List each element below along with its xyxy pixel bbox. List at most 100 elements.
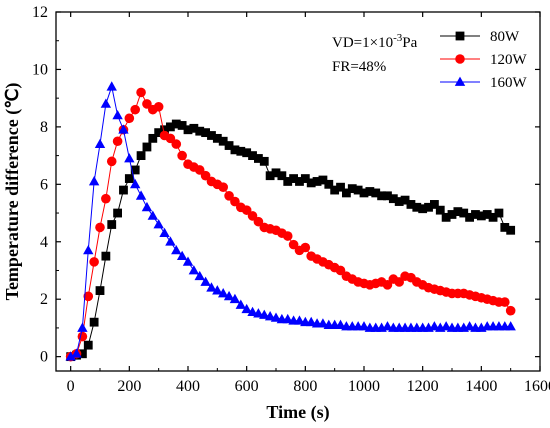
y-tick-label: 6 bbox=[40, 176, 48, 193]
data-point bbox=[259, 309, 270, 319]
y-tick-label: 0 bbox=[40, 349, 48, 366]
data-point bbox=[465, 212, 474, 222]
data-point bbox=[183, 125, 193, 135]
data-point bbox=[235, 299, 246, 309]
data-point bbox=[418, 204, 428, 214]
data-point bbox=[300, 174, 310, 183]
data-point bbox=[359, 188, 369, 198]
data-point bbox=[119, 185, 128, 195]
data-point bbox=[441, 212, 451, 222]
data-point bbox=[254, 154, 263, 163]
data-point bbox=[224, 141, 234, 150]
data-point bbox=[124, 113, 135, 124]
data-point bbox=[101, 193, 111, 204]
data-point bbox=[358, 321, 370, 331]
data-point bbox=[270, 312, 282, 322]
data-point bbox=[95, 222, 105, 233]
data-point bbox=[505, 305, 516, 316]
data-point bbox=[424, 202, 433, 212]
data-point bbox=[177, 150, 187, 161]
data-point bbox=[365, 187, 375, 196]
data-point bbox=[248, 151, 257, 160]
data-point bbox=[388, 194, 398, 204]
data-point bbox=[195, 126, 205, 136]
x-tick-label: 1000 bbox=[348, 378, 380, 395]
data-point bbox=[171, 139, 182, 149]
data-point bbox=[259, 156, 269, 166]
y-tick-label: 2 bbox=[40, 291, 48, 308]
data-point bbox=[482, 210, 492, 219]
x-tick-label: 400 bbox=[176, 378, 200, 395]
data-point bbox=[471, 210, 480, 219]
data-point bbox=[459, 208, 469, 218]
data-point bbox=[142, 99, 152, 109]
data-point bbox=[230, 145, 240, 155]
data-point bbox=[318, 175, 328, 185]
series-120W bbox=[65, 87, 516, 362]
data-point bbox=[253, 216, 264, 227]
data-point bbox=[212, 285, 223, 295]
data-point bbox=[505, 321, 516, 331]
annotation-vacuum-degree: VD=1×10-3Pa bbox=[332, 32, 418, 51]
data-point bbox=[207, 131, 216, 140]
data-point bbox=[200, 170, 211, 181]
data-point bbox=[136, 151, 146, 160]
data-point bbox=[212, 133, 222, 143]
data-point bbox=[300, 242, 311, 253]
data-point bbox=[124, 153, 135, 163]
data-point bbox=[394, 277, 405, 287]
data-point bbox=[371, 188, 381, 198]
data-point bbox=[406, 200, 416, 209]
data-point bbox=[230, 196, 240, 207]
data-point bbox=[288, 239, 299, 250]
data-point bbox=[412, 202, 422, 212]
data-point bbox=[236, 146, 246, 156]
data-point bbox=[282, 231, 293, 241]
data-point bbox=[160, 125, 169, 135]
series-line bbox=[70, 91, 512, 358]
data-point bbox=[194, 270, 205, 281]
data-point bbox=[77, 322, 88, 332]
x-tick-label: 800 bbox=[293, 378, 317, 395]
data-point bbox=[182, 256, 194, 266]
x-axis-title: Time (s) bbox=[266, 402, 329, 423]
annotation-vd-prefix: VD=1×10 bbox=[332, 35, 393, 51]
data-point bbox=[165, 236, 176, 246]
data-point bbox=[171, 244, 182, 255]
x-tick-label: 0 bbox=[67, 378, 75, 395]
data-point bbox=[88, 176, 100, 186]
data-point bbox=[295, 177, 304, 186]
data-point bbox=[382, 321, 393, 331]
legend-item-160W: 160W bbox=[440, 75, 528, 91]
series-80W bbox=[66, 119, 516, 362]
annotation-flow-rate: FR=48% bbox=[332, 59, 386, 75]
data-point bbox=[153, 219, 164, 229]
data-point bbox=[353, 185, 363, 195]
data-point bbox=[142, 142, 152, 152]
data-point bbox=[130, 165, 140, 175]
data-point bbox=[65, 351, 76, 361]
legend-marker bbox=[455, 54, 465, 64]
data-point bbox=[383, 191, 392, 201]
data-point bbox=[435, 205, 445, 215]
data-point bbox=[394, 197, 404, 206]
data-point bbox=[335, 319, 346, 329]
data-point bbox=[324, 179, 334, 189]
data-point bbox=[253, 308, 264, 318]
data-point bbox=[464, 321, 475, 331]
series-160W bbox=[65, 81, 516, 361]
x-tick-label: 1400 bbox=[465, 378, 497, 395]
data-point bbox=[264, 311, 276, 321]
data-point bbox=[241, 205, 252, 215]
data-point bbox=[488, 212, 498, 222]
data-point bbox=[336, 182, 345, 192]
data-point bbox=[342, 188, 351, 198]
data-point bbox=[154, 128, 164, 138]
data-point bbox=[347, 184, 357, 194]
data-point bbox=[312, 177, 322, 186]
data-point bbox=[500, 223, 510, 232]
data-point bbox=[78, 349, 87, 359]
data-point bbox=[277, 171, 287, 181]
data-point bbox=[171, 119, 181, 129]
